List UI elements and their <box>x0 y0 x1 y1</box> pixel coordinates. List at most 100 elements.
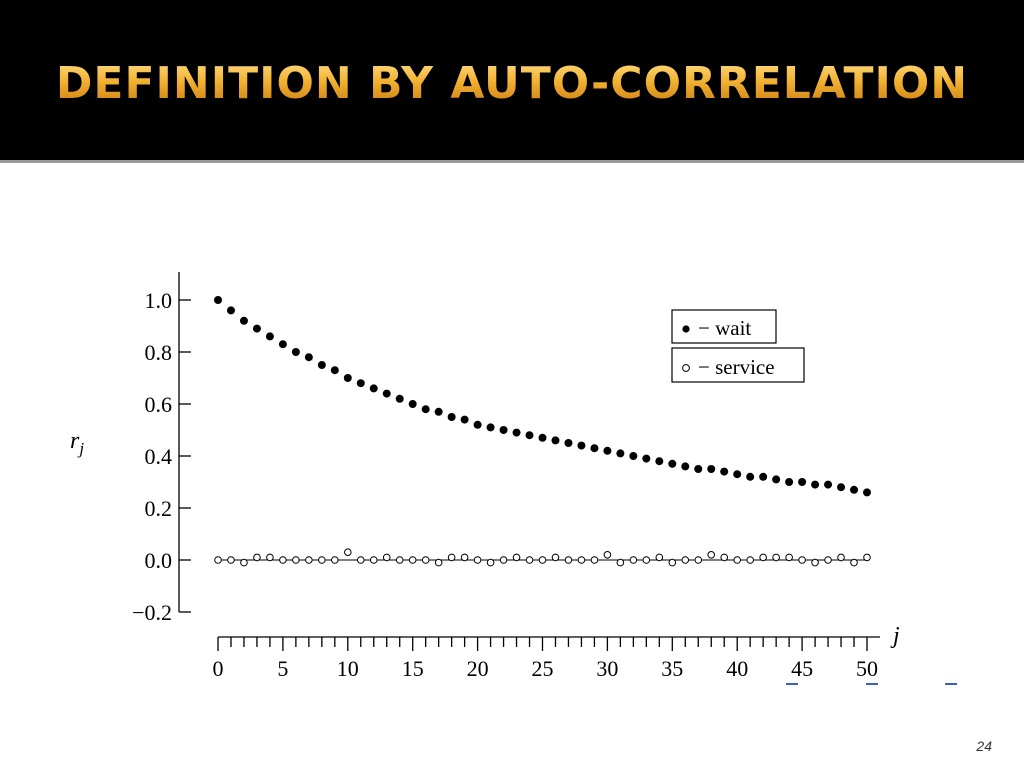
service-point <box>460 553 469 562</box>
wait-point <box>330 366 339 375</box>
service-point <box>551 553 560 562</box>
service-point <box>512 553 521 562</box>
service-point <box>292 556 300 564</box>
service-point <box>837 553 845 562</box>
service-point <box>798 556 806 564</box>
wait-point <box>642 454 651 463</box>
wait-point <box>577 441 586 450</box>
service-point <box>564 556 573 564</box>
x-ticks <box>217 637 868 651</box>
x-tick-label: 40 <box>726 656 748 681</box>
wait-point <box>226 306 235 315</box>
wait-point <box>447 413 456 421</box>
wait-point <box>395 394 404 403</box>
wait-point <box>668 459 677 468</box>
service-point <box>824 556 832 564</box>
wait-point <box>629 452 638 460</box>
service-point <box>668 558 677 567</box>
series-wait <box>214 296 871 497</box>
service-point <box>395 556 404 564</box>
y-axis-label: rj <box>70 428 84 458</box>
page-number: 24 <box>976 738 992 754</box>
x-tick-labels: 0 5 10 15 20 25 30 35 40 45 50 <box>213 656 879 681</box>
wait-point <box>278 340 287 349</box>
x-tick-label: 10 <box>337 656 359 681</box>
title-divider <box>0 160 1024 163</box>
wait-point <box>590 444 599 453</box>
y-tick-label: 0.8 <box>145 340 173 365</box>
wait-point <box>551 436 560 445</box>
service-point <box>318 556 326 564</box>
wait-point <box>694 465 703 473</box>
service-point <box>369 556 378 564</box>
service-point <box>253 553 261 562</box>
x-tick-label: 35 <box>661 656 683 681</box>
service-point <box>305 556 313 564</box>
wait-point <box>720 467 729 476</box>
wait-point <box>382 389 391 398</box>
y-tick-label: 0.0 <box>145 548 173 573</box>
wait-point <box>408 400 417 408</box>
legend-label-wait: − wait <box>698 316 751 340</box>
wait-point <box>239 316 248 325</box>
x-tick-label: 30 <box>596 656 618 681</box>
y-tick-label: 0.6 <box>145 392 173 417</box>
service-point <box>850 558 858 567</box>
service-point <box>707 551 716 559</box>
slide-title: DEFINITION BY AUTO-CORRELATION <box>0 58 1024 109</box>
wait-point <box>460 415 469 424</box>
service-point <box>499 556 508 564</box>
wait-point <box>798 478 807 486</box>
wait-point <box>733 470 742 479</box>
wait-point <box>512 428 521 437</box>
wait-point <box>343 374 352 382</box>
service-point <box>603 551 612 559</box>
service-point <box>616 558 625 567</box>
service-point <box>214 556 222 564</box>
wait-point <box>291 348 300 356</box>
service-point <box>473 556 482 564</box>
service-point <box>590 556 599 564</box>
service-point <box>733 556 742 564</box>
legend-marker-wait <box>682 325 690 333</box>
wait-point <box>265 332 274 341</box>
service-point <box>785 553 793 562</box>
wait-point <box>499 426 508 434</box>
x-tick-label: 45 <box>791 656 813 681</box>
wait-point <box>616 449 625 458</box>
y-tick-labels: −0.2 0.0 0.2 0.4 0.6 0.8 1.0 <box>132 288 172 625</box>
x-tick-label: 25 <box>532 656 554 681</box>
service-point <box>863 553 871 562</box>
wait-point <box>304 353 313 362</box>
service-point <box>759 553 767 562</box>
service-point <box>525 556 534 564</box>
legend-box-service <box>671 347 805 383</box>
y-tick-label: 0.4 <box>145 444 173 469</box>
service-point <box>655 553 664 562</box>
service-point <box>227 556 235 564</box>
wait-point <box>486 423 495 432</box>
service-point <box>629 556 638 564</box>
wait-point <box>214 296 222 304</box>
wait-point <box>525 431 534 440</box>
wait-point <box>369 384 378 393</box>
wait-point <box>759 472 768 481</box>
wait-point <box>356 379 365 388</box>
x-tick-label: 0 <box>213 656 224 681</box>
x-axis-label: j <box>890 623 900 649</box>
service-point <box>331 556 339 564</box>
wait-point <box>603 446 612 455</box>
service-point <box>746 556 754 564</box>
wait-point <box>434 407 443 416</box>
wait-point <box>707 465 716 473</box>
y-tick-label: 0.2 <box>145 496 173 521</box>
service-point <box>642 556 651 564</box>
legend: − wait − service <box>671 309 805 383</box>
legend-box-wait <box>671 309 777 344</box>
service-point <box>486 558 495 567</box>
x-tick-label: 5 <box>277 656 288 681</box>
series-service <box>214 548 871 567</box>
wait-point <box>564 439 573 447</box>
service-point <box>344 548 352 557</box>
